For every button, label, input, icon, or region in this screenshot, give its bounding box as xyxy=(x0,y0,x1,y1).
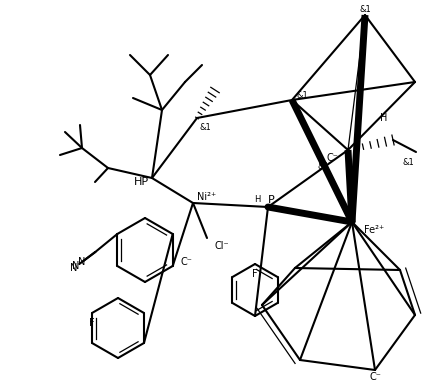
Text: &1: &1 xyxy=(296,90,308,99)
Text: Fe²⁺: Fe²⁺ xyxy=(363,225,383,235)
Text: N: N xyxy=(72,261,79,271)
Text: &1: &1 xyxy=(199,123,211,132)
Text: Ni²⁺: Ni²⁺ xyxy=(196,192,216,202)
Text: P: P xyxy=(268,195,274,205)
Text: N: N xyxy=(69,263,77,273)
Text: C⁻: C⁻ xyxy=(180,257,192,267)
Text: H: H xyxy=(380,113,387,123)
Text: HP: HP xyxy=(134,177,149,187)
Text: &1: &1 xyxy=(358,5,370,14)
Text: Cl⁻: Cl⁻ xyxy=(215,241,229,251)
Text: &1: &1 xyxy=(317,163,328,171)
Text: &1: &1 xyxy=(402,159,414,168)
Text: F: F xyxy=(89,318,95,328)
Text: C⁻: C⁻ xyxy=(325,153,337,163)
Text: H: H xyxy=(254,196,260,204)
Text: C⁻: C⁻ xyxy=(368,372,380,382)
Text: N: N xyxy=(78,257,85,267)
Text: F: F xyxy=(252,269,257,279)
